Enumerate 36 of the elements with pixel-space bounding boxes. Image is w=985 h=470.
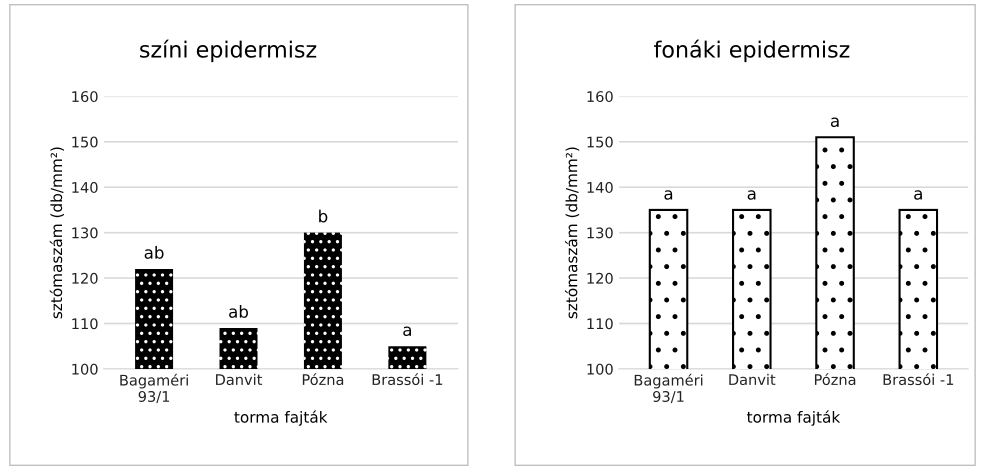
x-tick-label: Brassói -1 [884,373,954,386]
chart-title: színi epidermisz [140,40,316,62]
annotation: a [914,190,922,200]
y-tick-label: 130 [72,227,98,238]
x-tick-label: Pózna [302,373,344,386]
y-tick-label: 120 [587,272,613,284]
y-tick-label: 140 [587,182,613,193]
y-tick-label: 130 [587,227,613,238]
y-tick-label: 100 [587,364,613,375]
y-tick-label: 160 [587,91,613,102]
x-tick-label: Pózna [814,373,856,386]
annotation: a [830,117,839,128]
annotation: ab [144,246,164,259]
y-tick-label: 110 [72,318,98,330]
y-tick-label: 150 [72,136,98,148]
x-tick-label: Brassói -1 [372,373,442,386]
x-tick-label: Bagaméri 93/1 [120,374,188,404]
y-tick-label: 140 [72,182,98,193]
y-tick-label: 100 [72,364,98,375]
x-tick-label: Danvit [729,374,776,386]
y-tick-label: 110 [587,318,613,330]
x-axis-title: torma fajták [747,410,840,426]
x-tick-label: Danvit [216,374,262,386]
annotation: ab [229,304,248,318]
annotation: b [319,210,328,222]
chart-title: fonáki epidermisz [654,40,850,62]
y-tick-label: 150 [587,136,613,148]
annotation: a [748,190,756,200]
y-axis-title: sztómaszám (db/mm²) [564,147,580,318]
annotation: a [403,326,411,336]
y-axis-title: sztómaszám (db/mm²) [50,147,64,318]
y-tick-label: 160 [72,91,98,102]
annotation: a [664,190,672,200]
y-tick-label: 120 [72,272,98,284]
x-axis-title: torma fajták [234,410,328,426]
x-tick-label: Bagaméri 93/1 [634,374,702,404]
